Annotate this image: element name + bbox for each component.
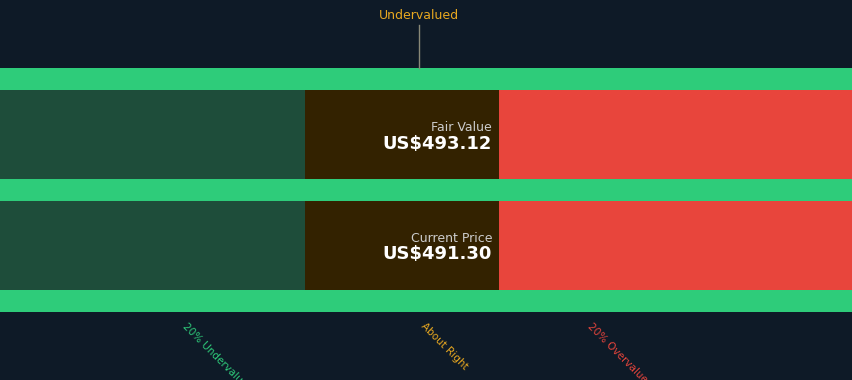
Bar xyxy=(0,90,402,179)
Bar xyxy=(0,201,402,290)
Text: Fair Value: Fair Value xyxy=(431,121,492,134)
Text: About Right: About Right xyxy=(419,321,469,372)
Bar xyxy=(0,290,852,312)
Text: 20% Undervalued: 20% Undervalued xyxy=(181,321,253,380)
Bar xyxy=(0,179,852,201)
Text: US$491.30: US$491.30 xyxy=(383,245,492,263)
Bar xyxy=(498,68,852,312)
Bar xyxy=(402,68,498,312)
Bar xyxy=(0,68,402,312)
Text: Current Price: Current Price xyxy=(410,232,492,245)
Text: US$493.12: US$493.12 xyxy=(383,135,492,152)
Text: Undervalued: Undervalued xyxy=(378,9,458,22)
Bar xyxy=(304,90,498,179)
Text: 20% Overvalued: 20% Overvalued xyxy=(585,321,653,380)
Bar xyxy=(0,68,852,90)
Bar xyxy=(304,201,498,290)
